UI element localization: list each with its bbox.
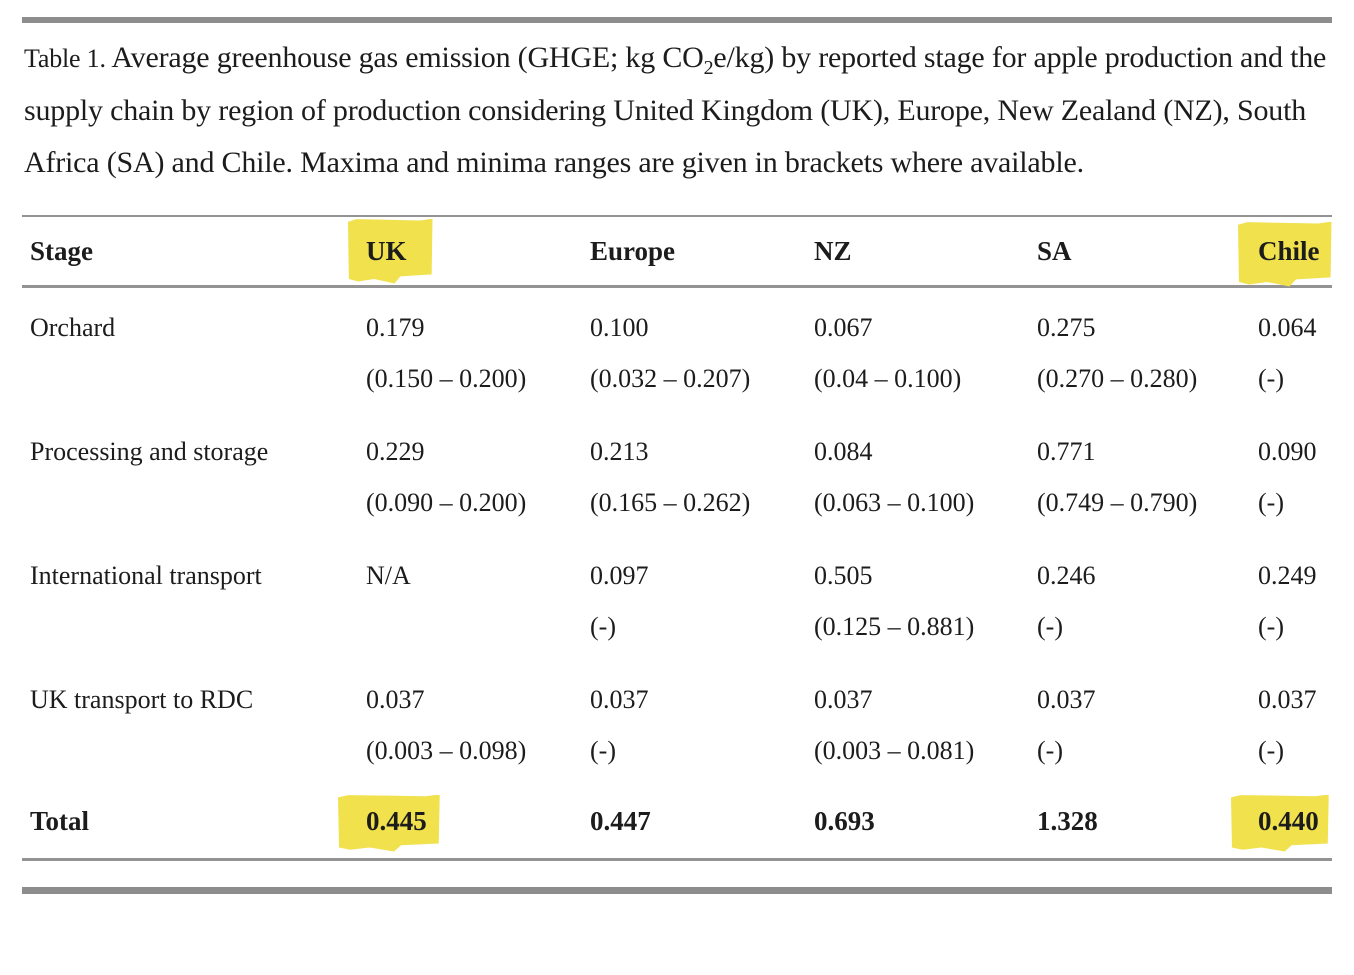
value-europe: 0.213 [590, 437, 649, 466]
range-sa: (-) [1037, 612, 1063, 641]
value-chile: 0.037 [1258, 685, 1317, 714]
highlight-mark-total-chile: 0.440 [1258, 805, 1319, 836]
header-cell-europe: Europe [590, 235, 676, 266]
total-label-cell: Total [30, 805, 90, 836]
header-cell-chile: Chile [1250, 236, 1332, 267]
caption-co2-subscript: 2 [703, 57, 714, 79]
range-nz: (0.125 – 0.881) [814, 612, 975, 641]
value-chile: 0.090 [1258, 437, 1317, 466]
stage-label: Orchard [30, 313, 116, 342]
header-cell-uk: UK [358, 236, 582, 267]
highlight-mark-chile-header: Chile [1258, 235, 1320, 266]
value-europe: 0.097 [590, 561, 649, 590]
value-europe: 0.100 [590, 313, 649, 342]
value-uk: 0.229 [366, 437, 425, 466]
value-uk: 0.037 [366, 685, 425, 714]
total-nz-cell: 0.693 [814, 805, 875, 836]
range-chile: (-) [1258, 736, 1284, 765]
value-uk: N/A [366, 561, 411, 590]
caption-text-after-sub: e/kg) by reported stage for apple produc… [24, 41, 1327, 179]
total-chile-cell: 0.440 [1250, 806, 1332, 837]
stage-label: UK transport to RDC [30, 685, 254, 714]
value-nz: 0.084 [814, 437, 873, 466]
table-row-uk-transport-rdc: UK transport to RDC 0.037 (0.003 – 0.098)… [22, 660, 1332, 784]
value-sa: 0.275 [1037, 313, 1096, 342]
table-caption: Table 1. Average greenhouse gas emission… [24, 32, 1330, 189]
stage-label: Processing and storage [30, 437, 269, 466]
value-uk: 0.179 [366, 313, 425, 342]
range-sa: (-) [1037, 736, 1063, 765]
range-uk: (0.003 – 0.098) [366, 736, 527, 765]
page: Table 1. Average greenhouse gas emission… [0, 17, 1354, 894]
range-nz: (0.003 – 0.081) [814, 736, 975, 765]
value-europe: 0.037 [590, 685, 649, 714]
range-nz: (0.04 – 0.100) [814, 364, 962, 393]
range-sa: (0.270 – 0.280) [1037, 364, 1198, 393]
total-uk-cell: 0.445 [358, 806, 582, 837]
value-sa: 0.771 [1037, 437, 1096, 466]
range-chile: (-) [1258, 364, 1284, 393]
bottom-rule [22, 887, 1332, 894]
header-cell-nz: NZ [814, 235, 852, 266]
value-nz: 0.037 [814, 685, 873, 714]
value-sa: 0.246 [1037, 561, 1096, 590]
range-europe: (-) [590, 736, 616, 765]
highlight-mark-total-uk: 0.445 [366, 805, 427, 836]
range-nz: (0.063 – 0.100) [814, 488, 975, 517]
value-chile: 0.064 [1258, 313, 1317, 342]
table-row-total: Total 0.445 0.447 0.693 1.328 0.440 [22, 784, 1332, 858]
highlight-mark-uk-header: UK [366, 235, 407, 266]
value-chile: 0.249 [1258, 561, 1317, 590]
value-nz: 0.067 [814, 313, 873, 342]
caption-table-label: Table 1. [24, 44, 106, 73]
range-chile: (-) [1258, 612, 1284, 641]
caption-text-before-sub: Average greenhouse gas emission (GHGE; k… [105, 41, 704, 74]
range-chile: (-) [1258, 488, 1284, 517]
range-uk: (0.090 – 0.200) [366, 488, 527, 517]
range-europe: (-) [590, 612, 616, 641]
value-sa: 0.037 [1037, 685, 1096, 714]
table-row-processing-storage: Processing and storage 0.229 (0.090 – 0.2… [22, 412, 1332, 536]
total-europe-cell: 0.447 [590, 805, 651, 836]
range-sa: (0.749 – 0.790) [1037, 488, 1198, 517]
header-cell-stage: Stage [30, 235, 93, 266]
table-header-row: Stage UK Europe NZ SA Chile [22, 217, 1332, 288]
top-rule [22, 17, 1332, 23]
range-europe: (0.032 – 0.207) [590, 364, 751, 393]
value-nz: 0.505 [814, 561, 873, 590]
table-row-international-transport: International transport N/A 0.097 (-) 0.5… [22, 536, 1332, 660]
range-europe: (0.165 – 0.262) [590, 488, 751, 517]
emissions-table: Stage UK Europe NZ SA Chile Orchard 0.17… [22, 215, 1332, 861]
header-cell-sa: SA [1037, 235, 1072, 266]
range-uk: (0.150 – 0.200) [366, 364, 527, 393]
table-row-orchard: Orchard 0.179 (0.150 – 0.200) 0.100 (0.032… [22, 288, 1332, 412]
stage-label: International transport [30, 561, 262, 590]
total-sa-cell: 1.328 [1037, 805, 1098, 836]
